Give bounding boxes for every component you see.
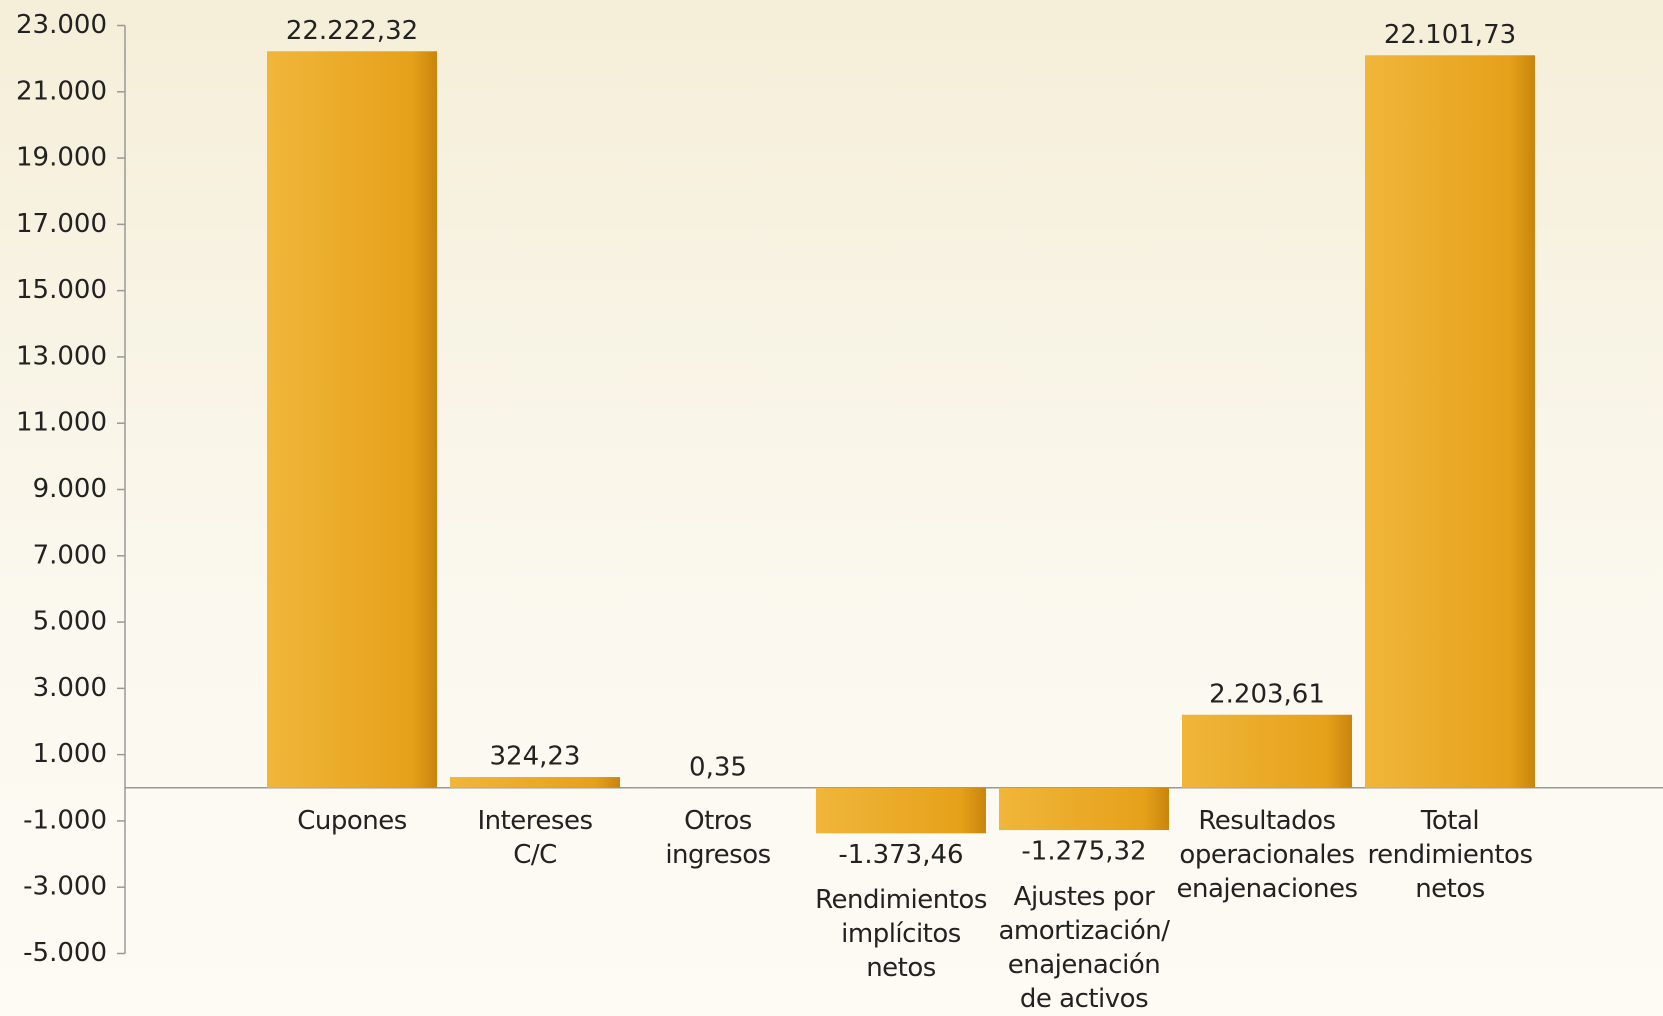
y-tick-label: 3.000 — [33, 673, 107, 703]
value-label: 0,35 — [689, 752, 747, 782]
y-tick-label: 23.000 — [16, 10, 107, 40]
x-tick-label: Cupones — [297, 805, 407, 836]
y-tick-label: 21.000 — [16, 76, 107, 106]
y-tick-label: 9.000 — [33, 474, 107, 504]
y-tick-label: 11.000 — [16, 408, 107, 438]
value-label: 22.222,32 — [286, 16, 418, 46]
y-tick-label: -1.000 — [23, 805, 107, 835]
value-label: -1.373,46 — [838, 840, 963, 870]
y-tick-label: 19.000 — [16, 143, 107, 173]
bar — [816, 787, 986, 834]
x-tick-label: Rendimientos implícitos netos — [815, 885, 987, 984]
y-tick-label: 13.000 — [16, 341, 107, 371]
bar — [1365, 55, 1535, 788]
bar — [1182, 714, 1352, 788]
value-label: 324,23 — [490, 742, 581, 772]
x-tick-label: Total rendimientos netos — [1367, 805, 1534, 904]
bar — [267, 51, 437, 788]
x-tick-label: Ajustes por amortización/ enajenación de… — [998, 882, 1170, 1015]
y-tick-label: -5.000 — [23, 938, 107, 968]
y-tick-label: 15.000 — [16, 275, 107, 305]
x-tick-label: Intereses C/C — [477, 805, 593, 870]
y-tick-label: 7.000 — [33, 540, 107, 570]
bar — [999, 787, 1169, 831]
x-tick-label: Resultados operacionales enajenaciones — [1176, 805, 1358, 904]
y-tick-label: -3.000 — [23, 872, 107, 902]
value-label: 2.203,61 — [1209, 679, 1325, 709]
value-label: -1.275,32 — [1021, 837, 1146, 867]
value-label: 22.101,73 — [1384, 20, 1516, 50]
bar — [450, 777, 620, 788]
x-tick-label: Otros ingresos — [665, 805, 771, 870]
y-tick-label: 17.000 — [16, 209, 107, 239]
y-tick-label: 5.000 — [33, 607, 107, 637]
y-tick-label: 1.000 — [33, 739, 107, 769]
